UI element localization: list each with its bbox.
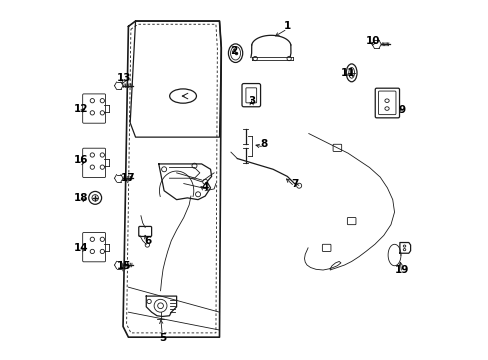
Text: 19: 19	[394, 265, 408, 275]
Text: 9: 9	[397, 105, 405, 115]
Text: 8: 8	[260, 139, 267, 149]
Text: 13: 13	[116, 73, 131, 83]
Text: 14: 14	[73, 243, 88, 253]
Text: 11: 11	[340, 68, 355, 78]
Text: 5: 5	[159, 333, 165, 343]
Text: 10: 10	[365, 36, 380, 46]
Text: 7: 7	[290, 179, 298, 189]
Text: 3: 3	[247, 96, 255, 107]
Text: 18: 18	[74, 193, 88, 203]
Text: 12: 12	[74, 104, 88, 113]
Text: 16: 16	[74, 156, 88, 165]
Text: 15: 15	[116, 261, 131, 271]
Text: 1: 1	[283, 21, 290, 31]
Text: 2: 2	[230, 46, 237, 57]
Text: 17: 17	[121, 173, 136, 183]
Text: 4: 4	[201, 182, 208, 192]
Text: 6: 6	[144, 236, 151, 246]
